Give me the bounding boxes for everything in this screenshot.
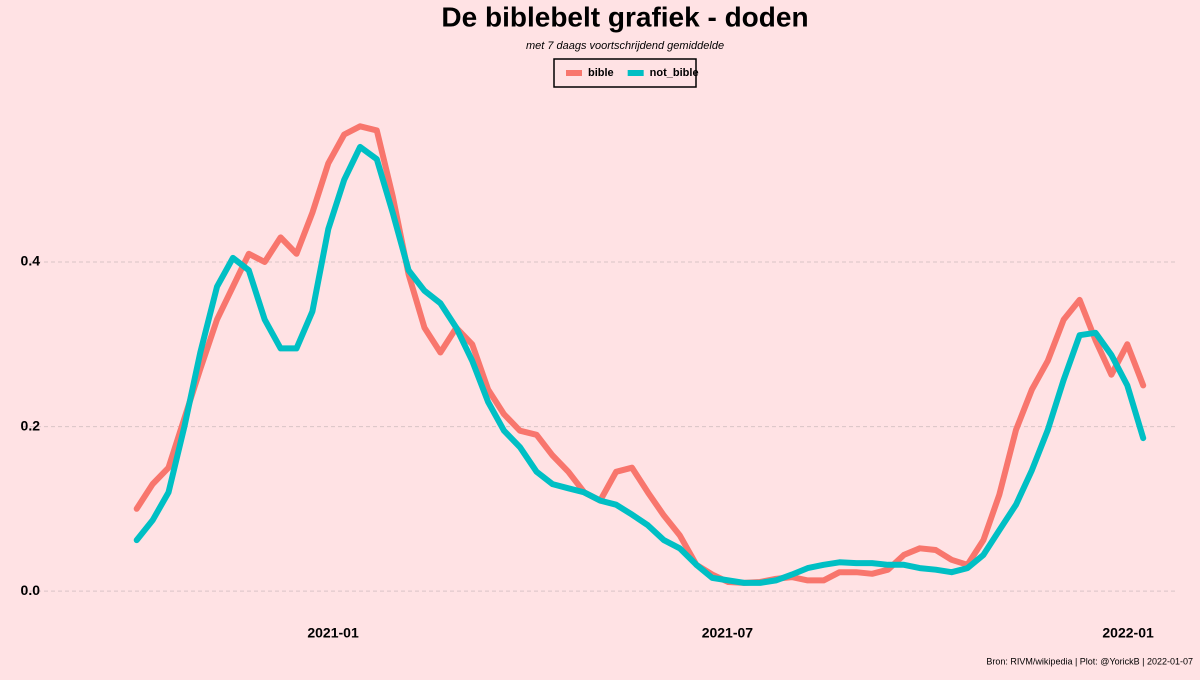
- chart-title: De biblebelt grafiek - doden: [441, 1, 808, 32]
- legend-box: [553, 58, 697, 88]
- y-tick-label: 0.4: [21, 253, 41, 269]
- x-tick-label: 2021-01: [307, 625, 359, 641]
- series-line: [133, 143, 1147, 586]
- x-tick-label: 2022-01: [1102, 625, 1154, 641]
- x-tick-label: 2021-07: [702, 625, 754, 641]
- legend-label: not_bible: [650, 67, 699, 79]
- y-tick-label: 0.2: [21, 417, 41, 433]
- y-tick-label: 0.0: [21, 582, 41, 598]
- chart-subtitle: met 7 daags voortschrijdend gemiddelde: [526, 40, 724, 52]
- series-line: [133, 123, 1147, 586]
- chart-caption: Bron: RIVM/wikipedia | Plot: @YorickB | …: [986, 656, 1193, 666]
- legend-label: bible: [588, 67, 614, 79]
